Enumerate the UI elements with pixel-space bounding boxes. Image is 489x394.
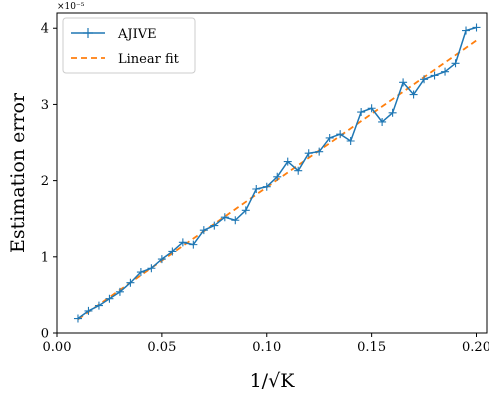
data-point-ajive: [115, 287, 124, 296]
data-point-ajive: [283, 157, 292, 166]
y-axis-label: Estimation error: [7, 92, 29, 253]
data-point-ajive: [409, 90, 418, 99]
data-point-ajive: [451, 59, 460, 68]
data-point-ajive: [346, 137, 355, 145]
data-point-ajive: [241, 206, 250, 215]
data-point-ajive: [441, 67, 450, 76]
y-tick-label: 2: [41, 174, 49, 189]
data-point-ajive: [147, 264, 156, 273]
legend-linear-fit-label: Linear fit: [118, 52, 180, 67]
data-point-ajive: [157, 255, 166, 264]
data-point-ajive: [262, 182, 271, 191]
data-point-ajive: [189, 240, 198, 249]
data-point-ajive: [84, 306, 93, 315]
data-point-ajive: [367, 104, 376, 113]
data-point-ajive: [126, 278, 135, 287]
data-point-ajive: [325, 133, 334, 142]
data-point-ajive: [94, 301, 103, 310]
data-point-ajive: [378, 117, 387, 126]
data-point-ajive: [168, 247, 177, 256]
data-point-ajive: [178, 238, 187, 247]
data-point-ajive: [472, 23, 481, 32]
data-point-ajive: [388, 108, 397, 117]
y-tick-label: 0: [41, 327, 49, 342]
data-point-ajive: [462, 26, 471, 35]
x-axis-label: 1/√K: [250, 370, 296, 392]
data-point-ajive: [304, 149, 313, 158]
x-tick-label: 0.05: [147, 340, 176, 355]
data-point-ajive: [231, 216, 240, 225]
data-point-ajive: [136, 268, 145, 277]
legend: AJIVE Linear fit: [62, 17, 196, 74]
data-point-ajive: [430, 71, 439, 80]
data-point-ajive: [315, 147, 324, 156]
y-tick-label: 3: [41, 98, 49, 113]
legend-ajive-marker: [83, 28, 93, 38]
data-point-ajive: [210, 221, 219, 230]
data-point-ajive: [420, 75, 429, 84]
y-multiplier-label: ×10⁻⁵: [57, 2, 85, 12]
data-point-ajive: [73, 314, 82, 323]
data-point-ajive: [399, 78, 408, 87]
data-point-ajive: [105, 294, 114, 303]
data-point-ajive: [273, 172, 282, 181]
x-tick-label: 0.20: [462, 340, 489, 355]
x-tick-label: 0.15: [357, 340, 386, 355]
y-tick-label: 1: [41, 250, 49, 265]
data-point-ajive: [220, 213, 229, 222]
legend-box: [62, 17, 196, 74]
legend-ajive-label: AJIVE: [117, 27, 157, 42]
axis-layer: 0.00 0.05 0.10 0.15 0.20 0 1 2 3 4: [41, 22, 489, 355]
x-tick-label: 0.10: [252, 340, 281, 355]
series-layer: [73, 23, 481, 323]
data-point-ajive: [199, 226, 208, 235]
y-tick-label: 4: [41, 22, 49, 37]
data-point-ajive: [336, 130, 345, 139]
data-point-ajive: [252, 185, 261, 193]
data-point-ajive: [294, 166, 303, 175]
x-tick-label: 0.00: [43, 340, 72, 355]
data-point-ajive: [357, 108, 366, 117]
